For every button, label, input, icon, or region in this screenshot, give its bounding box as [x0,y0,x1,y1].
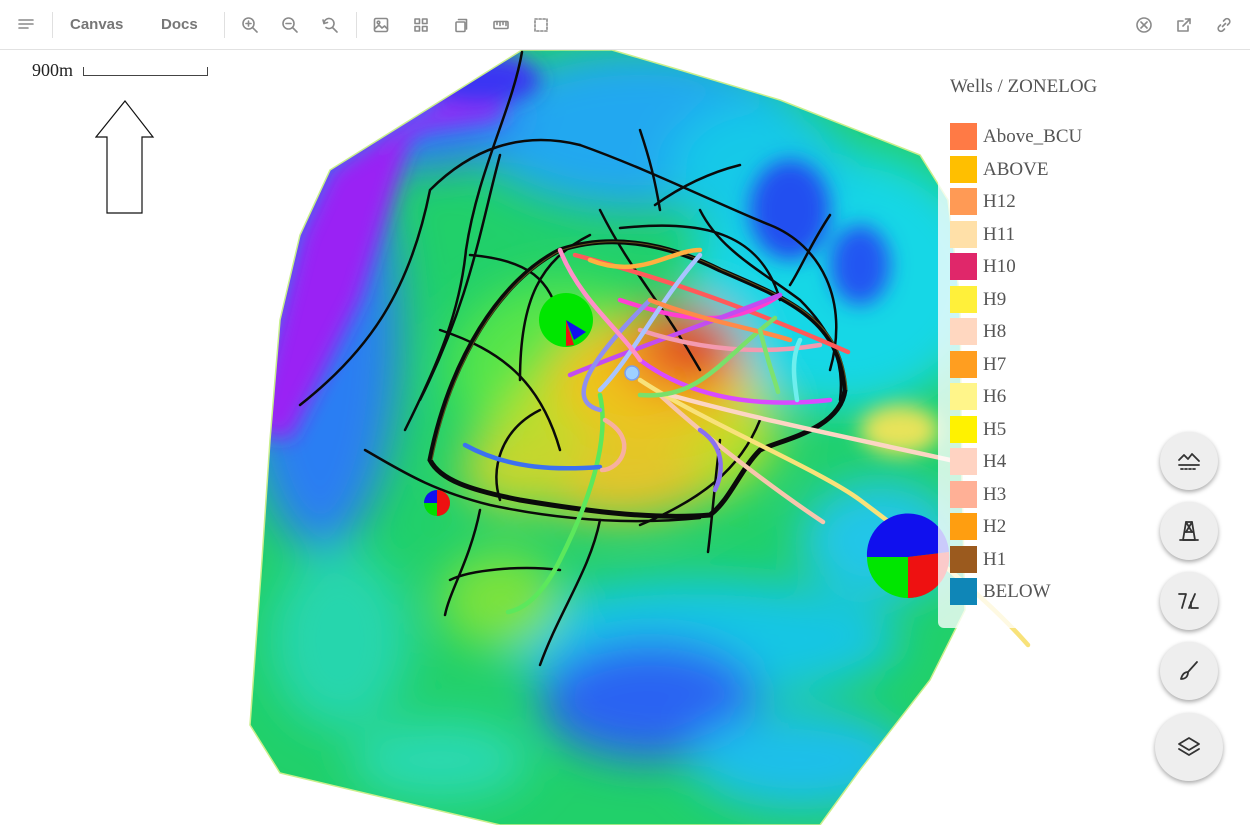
tab-docs[interactable]: Docs [161,16,198,33]
legend-swatch [950,220,977,248]
surface-layer-button[interactable] [1160,432,1218,490]
legend-swatch [950,513,977,540]
legend-swatch [950,188,977,215]
legend-label: H1 [983,548,1007,570]
legend-swatch [950,545,977,573]
legend-swatch [950,350,977,378]
legend-swatch [950,415,977,443]
toolbar-divider [52,12,53,38]
layers-icon [1178,737,1200,756]
legend-label: H10 [983,256,1016,277]
legend-item: Above_BCU [950,123,1082,156]
legend-swatch [950,448,977,475]
legend-label: ABOVE [983,158,1049,180]
legend-label: H8 [983,321,1007,342]
layers-button[interactable] [1155,713,1223,781]
legend-item: H12 [950,188,1082,221]
legend-item: H1 [950,545,1082,579]
legend-swatch [950,123,977,150]
map-canvas[interactable] [0,50,1250,825]
toolbar: Canvas Docs [0,0,1250,50]
fault-icon [1178,593,1199,609]
draw-button[interactable] [1160,642,1218,700]
legend-label: H7 [983,353,1007,375]
legend-item: H10 [950,253,1082,286]
draw-icon [1180,661,1198,680]
legend-swatch [950,480,977,508]
legend-item: H8 [950,318,1082,351]
legend-swatch [950,253,977,280]
legend-label: Above_BCU [983,126,1083,147]
ruler-icon[interactable] [485,9,517,41]
north-arrow-icon [95,100,155,214]
link-icon[interactable] [1208,9,1240,41]
legend-label: H6 [983,386,1007,407]
legend-list: Above_BCU ABOVE H12 H11 H10 H9 H8 H7 H6 H5 H4 H3 H2 H… [950,123,1082,611]
toolbar-divider [224,12,225,38]
fullscreen-icon[interactable] [525,9,557,41]
legend-label: H2 [983,516,1007,537]
zoom-in-icon[interactable] [234,9,266,41]
well-layer-button[interactable] [1160,502,1218,560]
tab-canvas[interactable]: Canvas [70,16,124,33]
legend-label: H11 [983,223,1016,245]
open-external-icon[interactable] [1168,9,1200,41]
legend-swatch [950,285,977,313]
legend-item: H2 [950,513,1082,546]
toolbar-divider [356,12,357,38]
legend-label: H12 [983,191,1016,212]
close-icon[interactable] [1128,9,1160,41]
legend-label: H9 [983,288,1007,310]
legend-item: BELOW [950,578,1082,611]
well-pie-markers [424,293,950,599]
legend-label: H5 [983,418,1007,440]
legend-swatch [950,318,977,345]
zoom-out-icon[interactable] [274,9,306,41]
legend-swatch [950,383,977,410]
legend-label: H4 [983,451,1007,472]
surface-map [249,50,1031,825]
menu-icon[interactable] [10,9,42,41]
legend-label: H3 [983,483,1007,505]
surface-icon [1178,453,1200,470]
legend-item: H7 [950,350,1082,384]
grid-icon[interactable] [405,9,437,41]
legend-title: Wells / ZONELOG [950,76,1098,97]
scale-bar [83,67,208,76]
legend-swatch [950,155,977,183]
legend-item: H4 [950,448,1082,481]
legend-label: BELOW [983,581,1051,602]
legend-item: H9 [950,285,1082,319]
well-icon [1179,521,1199,541]
legend-swatch [950,578,977,605]
legend-item: H6 [950,383,1082,416]
fault-layer-button[interactable] [1160,572,1218,630]
legend-item: H5 [950,415,1082,449]
copy-icon[interactable] [445,9,477,41]
legend: Wells / ZONELOG Above_BCU ABOVE H12 H11 H10 H… [938,72,1143,628]
legend-item: ABOVE [950,155,1082,189]
scale-label: 900m [32,60,74,80]
image-icon[interactable] [365,9,397,41]
legend-item: H3 [950,480,1082,514]
surface-relief [250,50,965,825]
legend-item: H11 [950,220,1082,254]
reset-zoom-icon[interactable] [314,9,346,41]
